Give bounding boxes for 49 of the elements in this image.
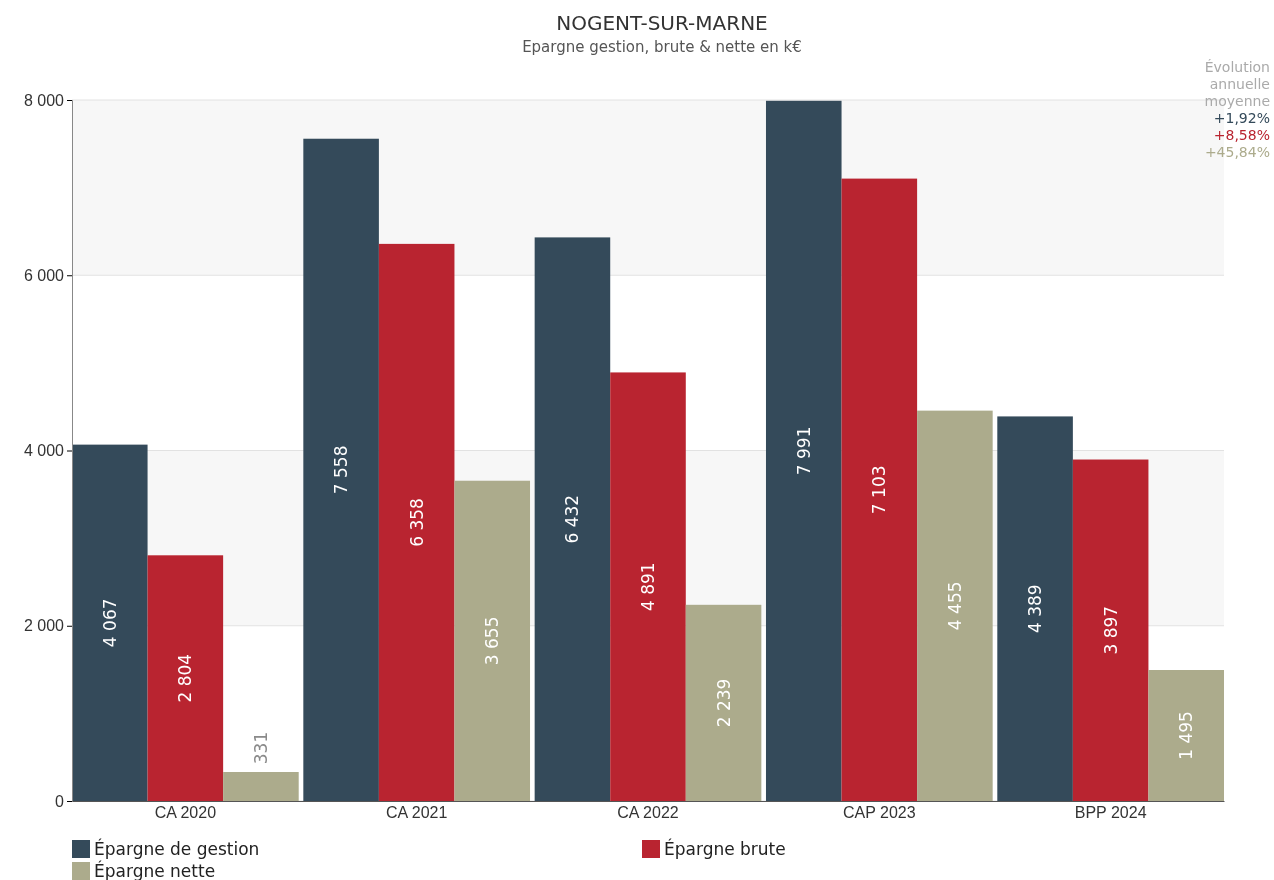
data-label: 4 389 — [1025, 584, 1046, 634]
chart-title: NOGENT-SUR-MARNE — [556, 11, 768, 35]
data-label: 1 495 — [1176, 711, 1197, 760]
annotation: +45,84% — [1204, 144, 1270, 160]
y-tick-label: 6 000 — [23, 266, 65, 284]
x-tick-label: BPP 2024 — [1074, 804, 1147, 822]
data-label: 7 103 — [869, 465, 890, 515]
bar — [147, 555, 224, 801]
chart-subtitle: Epargne gestion, brute & nette en k€ — [522, 38, 802, 56]
data-label: 3 897 — [1100, 605, 1121, 655]
x-tick-label: CA 2020 — [154, 804, 217, 822]
legend-label: Épargne brute — [664, 838, 786, 859]
data-label: 2 239 — [713, 678, 734, 728]
data-label: 4 891 — [637, 562, 658, 612]
bar — [610, 372, 686, 801]
data-label: 6 358 — [406, 498, 427, 547]
data-label: 331 — [250, 731, 271, 765]
data-label: 4 455 — [944, 581, 965, 631]
bar — [765, 100, 842, 801]
annotation: Évolution annuelle moyenne — [1204, 59, 1270, 109]
data-label: 7 558 — [331, 445, 352, 495]
y-tick-label: 2 000 — [23, 617, 65, 635]
bar — [454, 480, 531, 801]
x-tick-label: CA 2022 — [617, 804, 679, 822]
data-label: 2 804 — [175, 653, 196, 703]
legend-label: Épargne de gestion — [94, 838, 260, 859]
data-label: 4 067 — [99, 598, 120, 648]
bar — [997, 416, 1073, 801]
data-label: 3 655 — [482, 616, 503, 666]
data-label: 6 432 — [562, 494, 583, 544]
bar — [841, 178, 918, 801]
bar — [534, 237, 611, 801]
annotation: +8,58% — [1213, 127, 1270, 143]
bar — [378, 243, 455, 801]
x-tick-label: CAP 2023 — [843, 804, 916, 822]
y-tick-label: 8 000 — [23, 91, 65, 109]
bar — [223, 772, 299, 801]
legend-label: Épargne nette — [94, 860, 216, 880]
bar — [72, 444, 148, 801]
annotation: +1,92% — [1213, 110, 1270, 126]
bar — [1072, 459, 1149, 801]
bar — [917, 410, 993, 801]
bar — [685, 604, 762, 801]
y-tick-label: 0 — [55, 792, 65, 810]
bar — [1148, 670, 1224, 801]
x-tick-label: CA 2021 — [385, 804, 448, 822]
bar — [303, 138, 379, 801]
y-tick-label: 4 000 — [23, 442, 65, 460]
data-label: 7 991 — [793, 426, 814, 476]
